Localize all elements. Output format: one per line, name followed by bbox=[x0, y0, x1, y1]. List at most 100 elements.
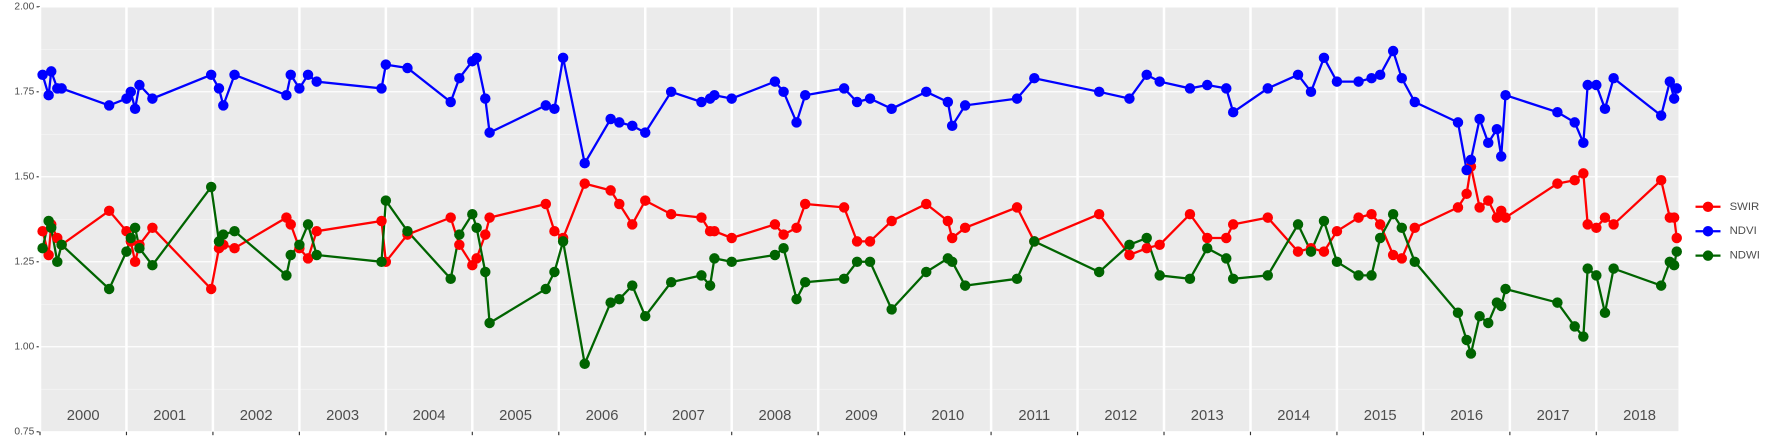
data-point bbox=[46, 222, 57, 234]
data-point bbox=[103, 100, 115, 111]
data-point bbox=[1154, 239, 1165, 251]
data-point bbox=[376, 83, 387, 94]
data-point bbox=[1552, 106, 1563, 118]
data-point bbox=[281, 270, 292, 281]
year-label: 2014 bbox=[1277, 408, 1310, 424]
data-point bbox=[851, 236, 863, 247]
data-point bbox=[769, 219, 781, 230]
y-tick-label: 0.75 bbox=[14, 426, 34, 437]
data-point bbox=[769, 76, 781, 87]
data-point bbox=[959, 100, 971, 111]
data-point bbox=[946, 232, 958, 244]
data-point bbox=[213, 83, 225, 94]
data-point bbox=[1409, 96, 1420, 108]
data-point bbox=[799, 89, 811, 101]
data-point bbox=[1664, 76, 1676, 87]
data-point bbox=[37, 69, 48, 81]
data-point bbox=[1608, 72, 1619, 84]
data-point bbox=[791, 222, 802, 234]
data-point bbox=[1154, 76, 1165, 87]
data-point bbox=[640, 127, 651, 138]
data-point bbox=[1671, 246, 1682, 257]
data-point bbox=[1409, 256, 1420, 268]
year-label: 2003 bbox=[326, 408, 359, 424]
data-point bbox=[1500, 283, 1511, 295]
data-point bbox=[959, 280, 971, 291]
data-point bbox=[1387, 208, 1399, 220]
data-point bbox=[1569, 117, 1580, 128]
data-point bbox=[665, 86, 677, 98]
data-point bbox=[134, 242, 145, 254]
data-point bbox=[1184, 208, 1196, 220]
data-point bbox=[1500, 212, 1511, 223]
data-point bbox=[614, 293, 625, 305]
data-point bbox=[1582, 79, 1593, 91]
data-point bbox=[445, 212, 456, 223]
data-point bbox=[281, 89, 292, 101]
data-point bbox=[1093, 86, 1105, 98]
data-point bbox=[56, 83, 67, 94]
data-point bbox=[1671, 232, 1682, 244]
data-point bbox=[454, 72, 465, 84]
data-point bbox=[103, 205, 115, 217]
data-point bbox=[778, 229, 789, 240]
year-label: 2015 bbox=[1364, 408, 1397, 424]
data-point bbox=[665, 276, 677, 288]
data-point bbox=[769, 249, 781, 261]
data-point bbox=[480, 93, 491, 104]
data-point bbox=[1671, 83, 1682, 94]
data-point bbox=[799, 276, 811, 288]
data-point bbox=[1608, 263, 1619, 274]
data-point bbox=[1483, 195, 1494, 206]
data-point bbox=[302, 69, 314, 81]
data-point bbox=[1591, 79, 1602, 91]
data-point bbox=[1374, 232, 1386, 244]
data-point bbox=[1124, 239, 1135, 251]
data-point bbox=[1221, 83, 1232, 94]
data-point bbox=[1452, 117, 1464, 128]
data-point bbox=[1262, 212, 1273, 223]
data-point bbox=[484, 212, 495, 223]
year-label: 2018 bbox=[1623, 408, 1656, 424]
data-point bbox=[471, 222, 482, 234]
data-point bbox=[1452, 202, 1464, 213]
data-point bbox=[471, 253, 482, 264]
data-point bbox=[726, 256, 737, 268]
data-point bbox=[1474, 310, 1485, 322]
data-point bbox=[1011, 202, 1023, 213]
data-point bbox=[1353, 76, 1364, 87]
data-point bbox=[121, 246, 132, 257]
legend-label: NDWI bbox=[1730, 250, 1760, 262]
data-point bbox=[1500, 89, 1511, 101]
data-point bbox=[886, 304, 897, 315]
data-point bbox=[1154, 270, 1165, 281]
data-point bbox=[46, 66, 57, 77]
data-point bbox=[1292, 69, 1304, 81]
data-point bbox=[380, 59, 392, 70]
data-point bbox=[1483, 137, 1494, 149]
data-point bbox=[445, 273, 456, 285]
data-point bbox=[1305, 86, 1317, 98]
data-point bbox=[1318, 215, 1330, 227]
data-point bbox=[709, 253, 720, 264]
data-point bbox=[540, 100, 552, 111]
data-point bbox=[454, 229, 465, 240]
data-point bbox=[1396, 72, 1408, 84]
data-point bbox=[1353, 212, 1364, 223]
data-point bbox=[1262, 83, 1273, 94]
legend-label: SWIR bbox=[1730, 201, 1760, 213]
data-point bbox=[709, 225, 720, 237]
data-point bbox=[129, 103, 141, 115]
data-point bbox=[1366, 72, 1377, 84]
data-point bbox=[37, 225, 48, 237]
data-point bbox=[1202, 79, 1213, 91]
data-point bbox=[1668, 93, 1680, 104]
y-tick-label: 1.50 bbox=[14, 172, 34, 183]
data-point bbox=[627, 280, 638, 291]
year-label: 2016 bbox=[1450, 408, 1483, 424]
data-point bbox=[557, 236, 569, 247]
year-label: 2005 bbox=[499, 408, 532, 424]
data-point bbox=[1366, 208, 1377, 220]
year-label: 2013 bbox=[1191, 408, 1224, 424]
data-point bbox=[147, 93, 158, 104]
